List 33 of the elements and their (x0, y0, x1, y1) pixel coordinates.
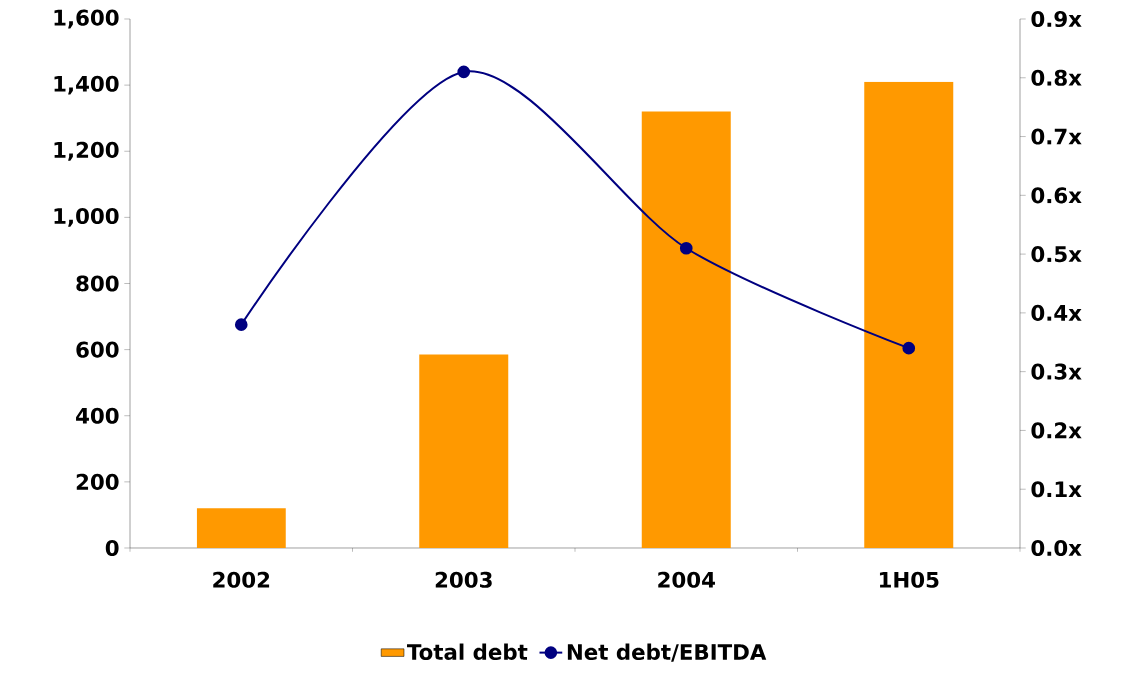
y-tick-label: 0 (105, 539, 119, 557)
y2-tick-label: 0.6x (1031, 187, 1082, 204)
y2-tick-label: 0.2x (1031, 422, 1082, 439)
y2-tick-label: 0.9x (1031, 10, 1082, 28)
legend-label: Total debt (407, 643, 528, 661)
x-tick-label: 2003 (435, 571, 492, 588)
y-tick-label: 1,200 (54, 141, 119, 161)
legend-label: Net debt/EBITDA (567, 643, 767, 662)
bar (419, 354, 509, 548)
bar (864, 81, 954, 548)
point (457, 65, 471, 79)
y2-tick-label: 0.0x (1031, 539, 1082, 557)
y2-tick-label: 0.3x (1031, 363, 1082, 380)
y2-tick-label: 0.8x (1031, 69, 1082, 86)
y-tick-label: 200 (76, 473, 119, 490)
y-tick-label: 1,000 (54, 207, 119, 227)
bar (641, 111, 731, 548)
y2-tick-label: 0.1x (1031, 481, 1082, 498)
y2-tick-label: 0.5x (1031, 246, 1082, 263)
point (234, 318, 248, 331)
bar (196, 508, 286, 548)
y2-tick-label: 0.7x (1031, 128, 1082, 145)
y-tick-label: 1,400 (54, 75, 119, 95)
point (902, 341, 916, 355)
y-tick-label: 800 (76, 275, 119, 292)
y-tick-label: 1,600 (54, 9, 119, 29)
y2-tick-label: 0.4x (1031, 304, 1082, 321)
x-tick-label: 2002 (213, 571, 270, 588)
y-tick-label: 400 (76, 407, 119, 424)
x-tick-label: 2004 (658, 571, 715, 588)
x-tick-label: 1H05 (879, 571, 939, 588)
y-tick-label: 600 (76, 341, 119, 358)
point (679, 241, 693, 255)
